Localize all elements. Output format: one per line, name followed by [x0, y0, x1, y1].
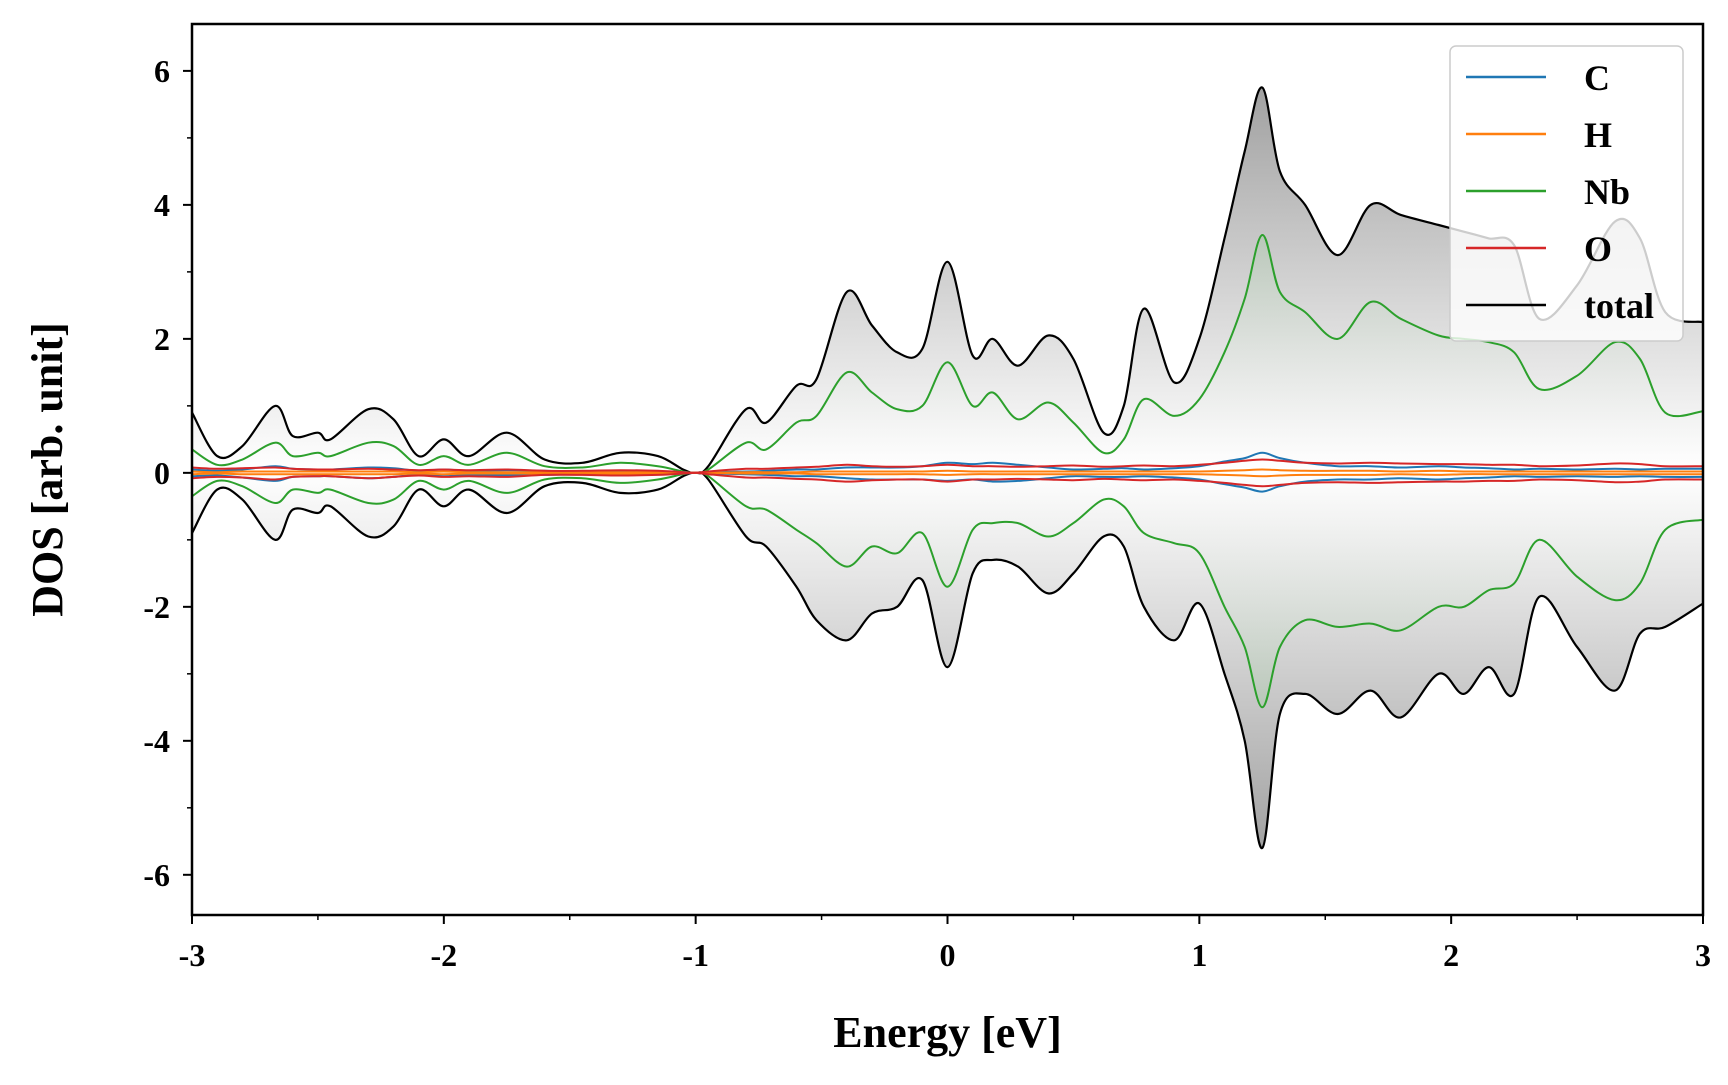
x-tick-label: 3	[1695, 937, 1711, 973]
series-line-o-down	[192, 471, 1703, 488]
legend-label-total: total	[1584, 286, 1654, 326]
legend-label-o: O	[1584, 229, 1612, 269]
x-tick-label: -3	[179, 937, 206, 973]
series-lines	[192, 86, 1703, 850]
y-tick-label: -6	[143, 857, 170, 893]
y-tick-label: 2	[154, 321, 170, 357]
nb-fill-down	[192, 472, 1703, 708]
legend-label-nb: Nb	[1584, 172, 1630, 212]
y-tick-label: 0	[154, 455, 170, 491]
y-tick-label: 4	[154, 187, 170, 223]
x-axis-title: Energy [eV]	[833, 1008, 1062, 1057]
series-line-nb-down	[192, 471, 1703, 709]
y-tick-label: -4	[143, 723, 170, 759]
x-tick-label: -2	[431, 937, 458, 973]
x-axis: -3 -2 -1 0 1 2 3	[179, 915, 1711, 973]
nb-fill-up	[192, 234, 1703, 473]
series-line-nb-up	[192, 233, 1703, 474]
series-line-total-up	[192, 86, 1703, 475]
x-tick-label: 2	[1443, 937, 1459, 973]
x-tick-label: -1	[682, 937, 709, 973]
x-tick-label: 0	[940, 937, 956, 973]
legend-label-c: C	[1584, 58, 1610, 98]
y-tick-label: 6	[154, 53, 170, 89]
series-line-h-down	[192, 471, 1703, 478]
series-line-h-up	[192, 468, 1703, 474]
series-line-o-up	[192, 458, 1703, 474]
series-line-total-down	[192, 471, 1703, 850]
y-axis: -6 -4 -2 0 2 4 6	[143, 53, 192, 893]
x-tick-label: 1	[1191, 937, 1207, 973]
legend-box	[1449, 45, 1684, 342]
area-fills	[192, 87, 1703, 849]
y-tick-label: -2	[143, 589, 170, 625]
legend-label-h: H	[1584, 115, 1612, 155]
y-axis-title: DOS [arb. unit]	[23, 322, 72, 617]
